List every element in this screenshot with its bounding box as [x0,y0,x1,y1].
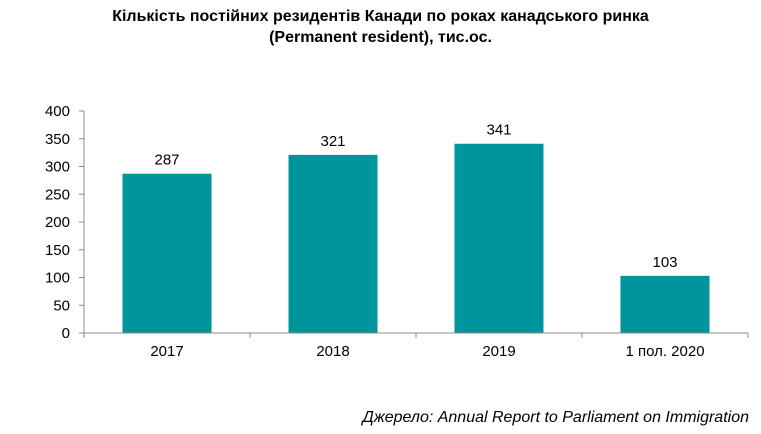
y-axis: 0 50 100 150 200 250 300 350 400 [45,103,85,342]
data-labels: 287 321 341 103 [154,122,677,271]
data-label: 321 [320,133,345,150]
x-tick-label: 1 пол. 2020 [625,343,704,360]
data-label: 287 [154,152,179,169]
chart-title-line-1: Кількість постійних резидентів Канади по… [112,8,649,25]
y-tick-label: 200 [45,214,70,231]
y-tick-label: 300 [45,159,70,176]
bars [122,143,710,333]
y-tick-label: 400 [45,103,70,120]
y-tick-label: 0 [62,325,70,342]
x-tick-label: 2017 [150,343,183,360]
chart-title: Кількість постійних резидентів Канади по… [0,6,761,48]
bar [288,154,378,333]
bar [122,173,212,333]
data-label: 103 [652,254,677,271]
x-tick-label: 2019 [482,343,515,360]
y-tick-label: 350 [45,131,70,148]
bar [454,143,544,333]
bar [620,275,710,333]
y-tick-label: 50 [53,297,70,314]
y-tick-label: 100 [45,270,70,287]
bar-chart: 0 50 100 150 200 250 300 350 400 287 321 341 103 20… [45,103,749,360]
x-axis: 2017 2018 2019 1 пол. 2020 [83,332,749,360]
y-tick-label: 250 [45,186,70,203]
data-label: 341 [486,122,511,139]
chart-title-line-2: (Permanent resident), тис.ос. [269,29,492,46]
x-tick-label: 2018 [316,343,349,360]
y-tick-label: 150 [45,242,70,259]
source-note: Джерело: Annual Report to Parliament on … [362,409,749,426]
